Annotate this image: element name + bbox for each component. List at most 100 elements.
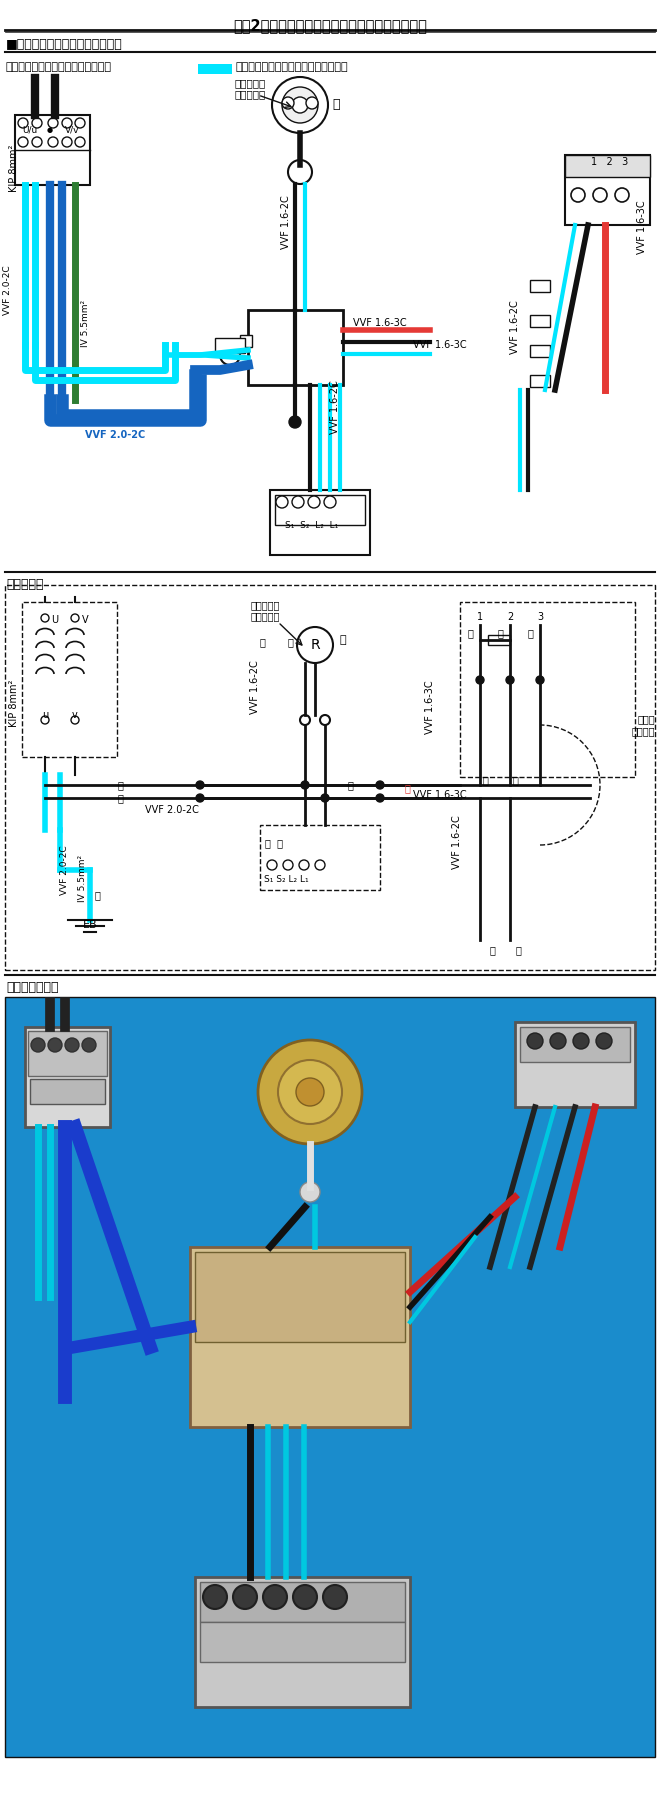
Circle shape xyxy=(75,136,85,147)
Text: KIP 8mm²: KIP 8mm² xyxy=(9,145,19,192)
Text: VVF 1.6-3C: VVF 1.6-3C xyxy=(413,339,467,350)
Bar xyxy=(190,1246,410,1428)
Circle shape xyxy=(324,496,336,508)
Text: 差込形
コネクタ: 差込形 コネクタ xyxy=(632,715,655,736)
Circle shape xyxy=(550,1033,566,1049)
Circle shape xyxy=(301,781,309,788)
Circle shape xyxy=(203,1586,227,1609)
Circle shape xyxy=(292,97,308,113)
Circle shape xyxy=(41,717,49,724)
Circle shape xyxy=(282,86,318,122)
Bar xyxy=(530,280,550,293)
Circle shape xyxy=(299,860,309,869)
Circle shape xyxy=(323,1586,347,1609)
Circle shape xyxy=(272,77,328,133)
Bar xyxy=(25,1027,110,1128)
Bar xyxy=(5,997,655,1756)
Circle shape xyxy=(292,496,304,508)
Text: VVF 1.6-2C: VVF 1.6-2C xyxy=(330,381,340,435)
Circle shape xyxy=(320,715,330,726)
Text: S₁ S₂ L₂ L₁: S₁ S₂ L₂ L₁ xyxy=(264,875,309,884)
Text: V: V xyxy=(82,614,88,625)
Text: 1: 1 xyxy=(477,612,483,621)
Circle shape xyxy=(288,160,312,183)
Circle shape xyxy=(196,781,204,788)
Circle shape xyxy=(376,794,384,803)
Circle shape xyxy=(220,345,240,365)
Circle shape xyxy=(593,189,607,201)
Text: 黒: 黒 xyxy=(287,638,293,647)
Text: 2: 2 xyxy=(507,612,513,621)
Text: VVF 2.0-2C: VVF 2.0-2C xyxy=(60,844,69,894)
Bar xyxy=(565,154,650,224)
Bar xyxy=(275,496,365,524)
Bar xyxy=(248,311,343,384)
Text: VVF 1.6-2C: VVF 1.6-2C xyxy=(452,815,462,869)
Text: 赤: 赤 xyxy=(527,629,533,638)
Text: 【正解作品例】: 【正解作品例】 xyxy=(6,981,59,993)
Circle shape xyxy=(18,119,28,128)
Bar xyxy=(260,824,380,891)
Circle shape xyxy=(32,119,42,128)
Text: v: v xyxy=(72,709,78,720)
Bar xyxy=(195,1252,405,1342)
Circle shape xyxy=(283,860,293,869)
Text: 赤: 赤 xyxy=(404,783,410,794)
Text: 白: 白 xyxy=(497,629,503,638)
Circle shape xyxy=(48,119,58,128)
Text: 【複線図】: 【複線図】 xyxy=(6,578,44,591)
Text: VVF 2.0-2C: VVF 2.0-2C xyxy=(3,266,13,314)
Circle shape xyxy=(75,119,85,128)
Circle shape xyxy=(48,136,58,147)
Text: IV 5.5mm²: IV 5.5mm² xyxy=(78,855,87,902)
Circle shape xyxy=(300,1182,320,1202)
Text: 白: 白 xyxy=(259,638,265,647)
Text: VVF 1.6-3C: VVF 1.6-3C xyxy=(637,199,647,253)
Circle shape xyxy=(297,627,333,663)
Text: 黒: 黒 xyxy=(467,629,473,638)
Circle shape xyxy=(615,189,629,201)
Circle shape xyxy=(289,417,301,427)
Circle shape xyxy=(31,1038,45,1052)
Text: 【概念図】図中の電線色別のうち、: 【概念図】図中の電線色別のうち、 xyxy=(6,63,112,72)
Bar xyxy=(515,1022,635,1106)
Text: VVF 1.6-3C: VVF 1.6-3C xyxy=(425,681,435,733)
Bar xyxy=(530,314,550,327)
Circle shape xyxy=(65,1038,79,1052)
Bar xyxy=(530,345,550,357)
Text: U: U xyxy=(51,614,59,625)
Circle shape xyxy=(306,97,318,110)
Text: 受金ねじ部
の端子に白: 受金ねじ部 の端子に白 xyxy=(250,600,280,621)
Text: 白: 白 xyxy=(512,776,518,785)
Bar xyxy=(195,1577,410,1706)
Circle shape xyxy=(282,97,294,110)
Text: VVF 2.0-2C: VVF 2.0-2C xyxy=(145,805,199,815)
Bar xyxy=(28,1031,107,1076)
Circle shape xyxy=(62,119,72,128)
Bar xyxy=(198,65,232,74)
Circle shape xyxy=(596,1033,612,1049)
Circle shape xyxy=(258,1040,362,1144)
Text: VVF 2.0-2C: VVF 2.0-2C xyxy=(85,429,145,440)
Circle shape xyxy=(571,189,585,201)
Text: 黒  白: 黒 白 xyxy=(265,839,283,848)
Circle shape xyxy=(315,860,325,869)
Circle shape xyxy=(196,794,204,803)
Circle shape xyxy=(278,1060,342,1124)
Bar xyxy=(215,338,245,354)
Bar xyxy=(520,1027,630,1061)
Bar xyxy=(22,602,117,756)
Text: u: u xyxy=(42,709,48,720)
Bar xyxy=(15,115,90,185)
Text: KIP 8mm²: KIP 8mm² xyxy=(9,681,19,727)
Circle shape xyxy=(300,715,310,726)
Text: U/u: U/u xyxy=(22,126,38,135)
Bar xyxy=(488,636,510,645)
Circle shape xyxy=(476,675,484,684)
Text: ■完成作品の概念図と正解作品例: ■完成作品の概念図と正解作品例 xyxy=(6,38,123,50)
Circle shape xyxy=(263,1586,287,1609)
Bar xyxy=(565,154,650,178)
Circle shape xyxy=(62,136,72,147)
Circle shape xyxy=(573,1033,589,1049)
Circle shape xyxy=(506,675,514,684)
